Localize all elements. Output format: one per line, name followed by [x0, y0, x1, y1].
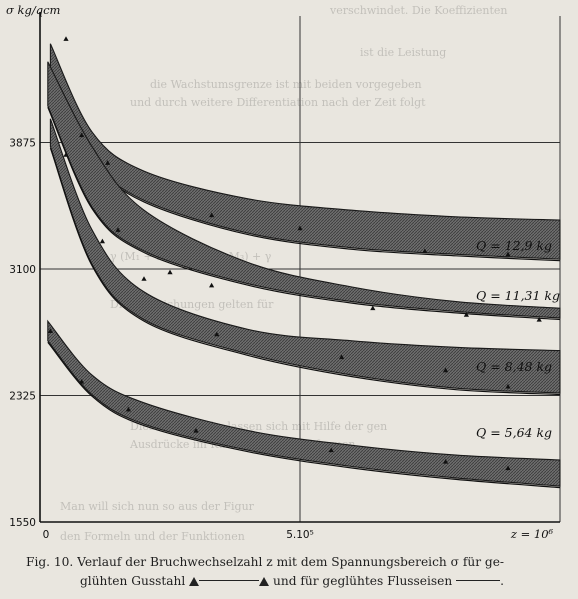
triangle-point [63, 36, 69, 41]
band-series-3 [49, 118, 561, 394]
triangle-point [125, 406, 131, 412]
band-series-1 [49, 43, 561, 260]
triangle-point [141, 276, 147, 281]
series-label: Q = 12,9 kg [476, 238, 552, 253]
line-series-3 [49, 147, 561, 396]
bands [47, 36, 561, 489]
triangle-point [209, 212, 215, 218]
triangle-point [328, 447, 334, 453]
labels: Q = 12,9 kg Q = 11,31 kg Q = 8,48 kg Q = 5,… [6, 3, 560, 541]
series-label: Q = 8,48 kg [476, 359, 552, 374]
triangle-point [443, 459, 449, 464]
x-tick-label: 5.10⁵ [286, 529, 314, 541]
triangle-point [536, 317, 542, 322]
y-tick-label: 3100 [9, 264, 36, 276]
triangle-point [63, 152, 69, 157]
caption-line2-a: glühten Gusstahl [80, 574, 186, 588]
triangle-point [47, 328, 53, 334]
y-tick-label: 1550 [9, 517, 36, 529]
y-axis-label: σ kg/qcm [6, 3, 61, 17]
line-series-4 [47, 341, 561, 489]
x-tick-label: 0 [43, 529, 50, 541]
axes [39, 12, 560, 523]
caption-text-2: für ge- [462, 555, 505, 569]
triangle-point [505, 251, 511, 257]
triangle-point [99, 238, 105, 244]
triangle-point [193, 427, 199, 433]
triangle-point [463, 312, 469, 317]
triangle-point [79, 132, 85, 138]
series-label: Q = 11,31 kg [476, 288, 560, 303]
triangle-point [370, 305, 376, 311]
triangle-point [214, 331, 220, 337]
y-tick-label: 2325 [9, 391, 36, 403]
triangle-point [209, 282, 215, 288]
caption-text: Fig. 10. Verlauf der Bruchwechselzahl z … [26, 555, 447, 569]
y-tick-label: 3875 [9, 138, 36, 150]
triangle-point [422, 248, 428, 254]
triangle-point [167, 269, 173, 275]
solid-rule-icon [199, 580, 260, 581]
triangle-point [339, 354, 345, 360]
triangle-point [115, 227, 121, 232]
triangle-marker-icon [189, 577, 200, 586]
triangle-point [443, 367, 449, 373]
triangle-point [505, 383, 511, 389]
series-label: Q = 5,64 kg [476, 425, 552, 440]
caption-line2-b: und für geglühtes Flusseisen [273, 574, 453, 588]
caption-line2-end: . [500, 574, 504, 588]
x-axis-label: z = 10⁶ [510, 527, 554, 541]
triangle-point [505, 465, 511, 471]
triangle-point [105, 160, 111, 165]
caption-sigma: σ [450, 555, 459, 569]
triangle-point [297, 225, 303, 231]
triangle-point [79, 379, 85, 384]
figure-caption: Fig. 10. Verlauf der Bruchwechselzahl z … [26, 553, 574, 591]
line-series-2 [47, 107, 561, 321]
band-series-2 [47, 61, 561, 319]
solid-rule-icon [456, 580, 501, 581]
triangle-marker-icon [259, 577, 270, 586]
